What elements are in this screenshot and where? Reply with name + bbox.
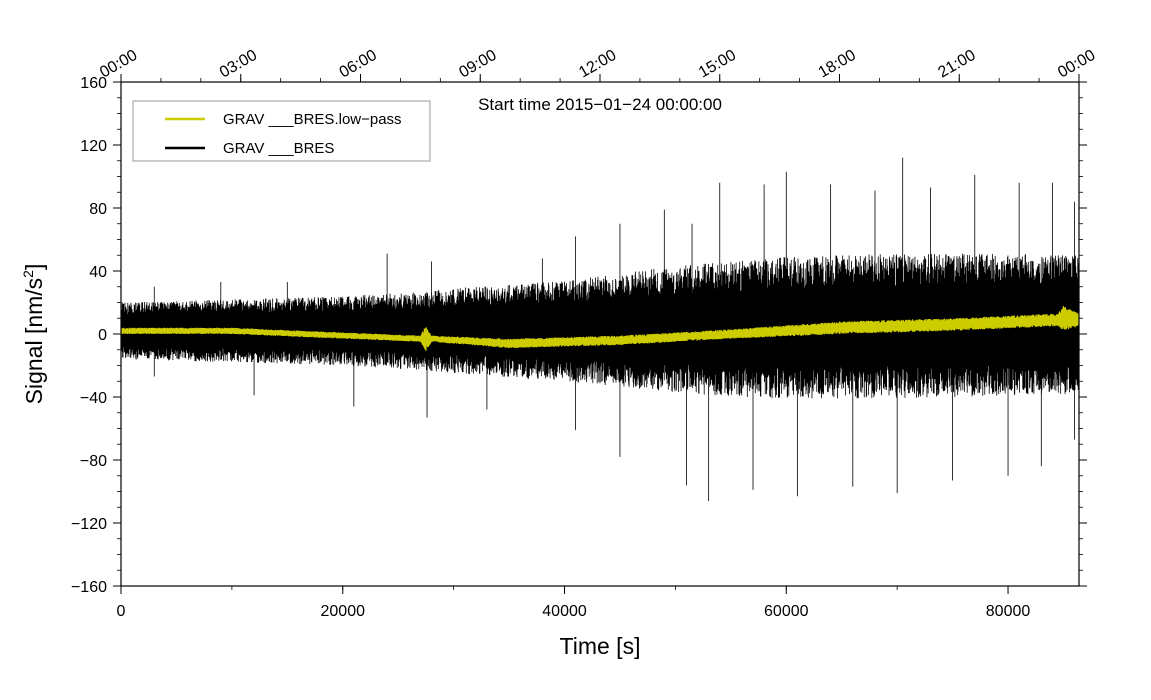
y-axis: −160 −120 −80 −40 0 40 80 120 160 <box>71 75 1087 596</box>
top-tick-label: 06:00 <box>337 47 380 82</box>
x-tick-label: 60000 <box>764 603 809 620</box>
legend-box <box>132 100 431 162</box>
y-axis-title: Signal [nm/s2] <box>20 264 47 405</box>
legend: GRAV ___BRES.low−pass GRAV ___BRES <box>132 100 431 162</box>
y-axis-title-main: Signal [nm/s <box>21 278 47 405</box>
top-tick-label: 09:00 <box>456 47 499 82</box>
x-tick-label: 80000 <box>986 603 1031 620</box>
start-time-annotation: Start time 2015−01−24 00:00:00 <box>478 95 722 114</box>
x-tick-label: 40000 <box>542 603 587 620</box>
x-tick-label: 0 <box>117 603 126 620</box>
y-tick-label: −40 <box>80 390 107 407</box>
series-raw-signal <box>121 157 1079 501</box>
y-tick-label: −120 <box>71 516 107 533</box>
series-layer <box>121 157 1079 501</box>
top-tick-label: 03:00 <box>217 47 260 82</box>
legend-label-lowpass: GRAV ___BRES.low−pass <box>223 111 402 128</box>
x-axis: 0 20000 40000 60000 80000 <box>117 586 1031 620</box>
x-axis-title: Time [s] <box>560 633 641 659</box>
top-tick-label: 12:00 <box>576 47 619 82</box>
y-axis-title-suffix: ] <box>21 264 47 270</box>
y-tick-label: 160 <box>80 75 107 92</box>
top-tick-label: 21:00 <box>935 47 978 82</box>
series-lowpass-signal <box>121 305 1079 351</box>
y-tick-label: −80 <box>80 453 107 470</box>
legend-label-raw: GRAV ___BRES <box>223 140 334 157</box>
top-time-axis: 00:00 03:00 06:00 09:00 12:00 15:00 18:00 21:00… <box>97 47 1098 82</box>
top-tick-label: 18:00 <box>816 47 859 82</box>
top-tick-label: 00:00 <box>1055 47 1098 82</box>
y-tick-label: 0 <box>98 327 107 344</box>
y-tick-label: −160 <box>71 579 107 596</box>
y-tick-label: 40 <box>89 264 107 281</box>
top-tick-label: 00:00 <box>97 47 140 82</box>
top-tick-label: 15:00 <box>696 47 739 82</box>
x-tick-label: 20000 <box>321 603 366 620</box>
y-tick-label: 80 <box>89 201 107 218</box>
y-axis-title-sup: 2 <box>20 270 36 278</box>
y-tick-label: 120 <box>80 138 107 155</box>
